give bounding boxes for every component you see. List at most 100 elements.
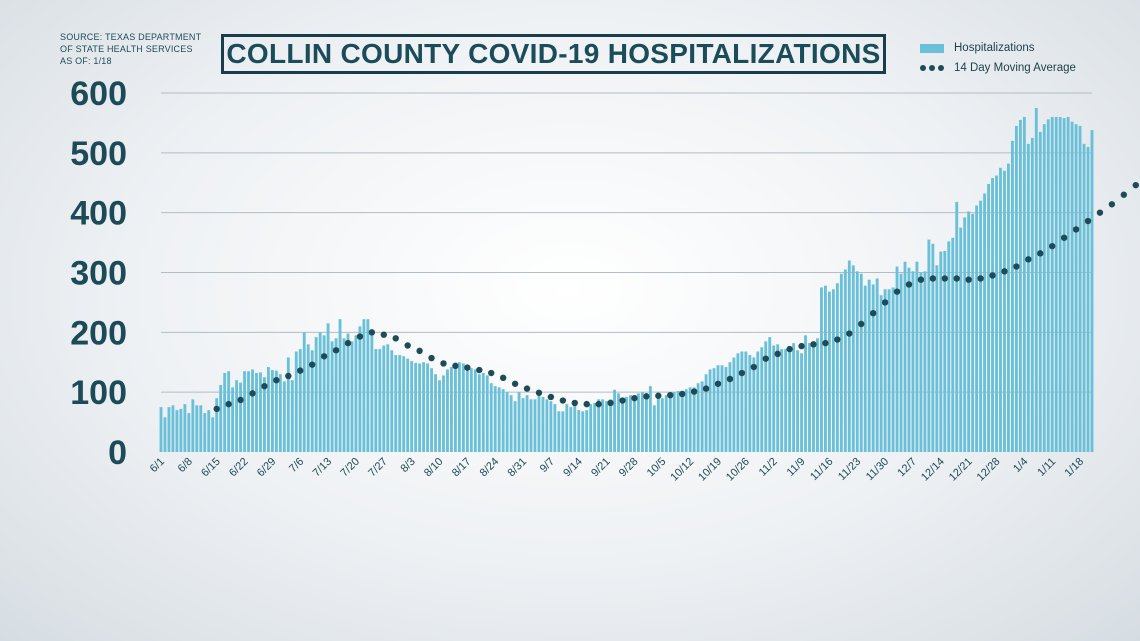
bar bbox=[294, 351, 298, 452]
bar bbox=[891, 287, 895, 452]
bar bbox=[923, 271, 927, 452]
x-tick-label: 7/27 bbox=[366, 456, 390, 480]
bar bbox=[183, 404, 187, 452]
bar bbox=[497, 387, 501, 452]
bar bbox=[473, 369, 477, 452]
bar bbox=[306, 344, 310, 452]
moving-average-point bbox=[1001, 268, 1008, 275]
x-tick-label: 10/19 bbox=[696, 456, 724, 484]
x-tick-label: 11/16 bbox=[808, 456, 835, 483]
bar bbox=[736, 353, 740, 452]
bar bbox=[621, 399, 624, 452]
bar bbox=[831, 289, 835, 452]
legend-label-moving-average: 14 Day Moving Average bbox=[954, 62, 1076, 74]
moving-average-point bbox=[249, 390, 256, 397]
bar bbox=[219, 384, 223, 452]
bar bbox=[501, 389, 505, 452]
moving-average-point bbox=[1096, 209, 1104, 216]
bar bbox=[525, 395, 529, 452]
moving-average-point bbox=[440, 360, 447, 367]
bar bbox=[609, 399, 613, 452]
x-tick-label: 6/15 bbox=[199, 456, 223, 480]
x-tick-label: 8/17 bbox=[450, 456, 474, 480]
bar bbox=[485, 375, 489, 452]
bar bbox=[911, 271, 915, 452]
moving-average-point bbox=[404, 342, 411, 349]
y-axis: 0 100 200 300 400 500 600 bbox=[70, 75, 127, 472]
bar bbox=[788, 351, 792, 452]
moving-average-point bbox=[953, 275, 960, 282]
bar bbox=[481, 373, 485, 452]
bar bbox=[792, 343, 796, 452]
bar bbox=[847, 260, 851, 452]
moving-average-point bbox=[523, 385, 531, 392]
bar bbox=[1034, 107, 1038, 452]
bar bbox=[517, 392, 521, 452]
bar bbox=[251, 369, 254, 452]
bar bbox=[259, 372, 262, 452]
moving-average-point bbox=[834, 336, 841, 343]
chart-title: COLLIN COUNTY COVID-19 HOSPITALIZATIONS bbox=[226, 38, 881, 69]
bar bbox=[1066, 116, 1070, 452]
bar bbox=[613, 389, 616, 452]
bar bbox=[334, 338, 338, 452]
moving-average-point bbox=[714, 380, 722, 387]
bar bbox=[732, 357, 736, 452]
bar bbox=[266, 367, 270, 452]
x-tick-label: 6/22 bbox=[227, 456, 251, 480]
bar bbox=[823, 285, 827, 452]
bar bbox=[382, 345, 386, 452]
x-tick-label: 10/12 bbox=[668, 456, 696, 484]
bar bbox=[764, 341, 768, 452]
bar bbox=[1026, 143, 1030, 452]
bar bbox=[163, 417, 167, 452]
x-tick-label: 9/14 bbox=[561, 456, 585, 480]
bar bbox=[919, 272, 923, 452]
bar bbox=[537, 395, 541, 452]
bar bbox=[378, 349, 382, 452]
bar bbox=[593, 402, 597, 452]
bar bbox=[1090, 130, 1094, 452]
moving-average-point bbox=[488, 369, 495, 377]
moving-average-point bbox=[655, 392, 662, 399]
bar bbox=[589, 404, 593, 452]
bar bbox=[656, 398, 660, 452]
bar bbox=[414, 362, 418, 452]
moving-average-point bbox=[595, 400, 602, 408]
y-tick-label: 200 bbox=[70, 314, 127, 352]
bar bbox=[983, 193, 987, 452]
moving-average-point bbox=[846, 330, 853, 337]
bar-swatch-icon bbox=[920, 43, 944, 53]
bar bbox=[573, 405, 577, 452]
bar bbox=[207, 410, 211, 452]
bar bbox=[772, 345, 776, 452]
bar bbox=[963, 217, 967, 452]
bar bbox=[426, 363, 430, 452]
bar bbox=[446, 369, 449, 452]
bar bbox=[453, 363, 457, 452]
bar bbox=[640, 392, 644, 452]
moving-average-point bbox=[285, 372, 292, 380]
bar bbox=[577, 410, 581, 452]
bar bbox=[625, 396, 628, 452]
bar bbox=[991, 177, 994, 453]
bar bbox=[927, 239, 931, 452]
moving-average-point bbox=[619, 397, 626, 404]
moving-average-point bbox=[1072, 226, 1080, 233]
bar bbox=[648, 386, 652, 452]
x-tick-label: 7/13 bbox=[311, 456, 335, 480]
bar bbox=[585, 410, 589, 452]
bar bbox=[601, 399, 605, 452]
bar bbox=[816, 338, 819, 452]
bar bbox=[784, 349, 788, 452]
bar bbox=[975, 205, 979, 452]
moving-average-point bbox=[535, 389, 543, 396]
moving-average-point bbox=[858, 320, 865, 328]
y-tick-label: 500 bbox=[70, 135, 127, 173]
bar bbox=[796, 350, 800, 452]
moving-average-point bbox=[869, 309, 877, 317]
x-tick-label: 7/6 bbox=[287, 456, 306, 475]
bar bbox=[493, 386, 497, 452]
moving-average-point bbox=[213, 405, 220, 413]
bar bbox=[1007, 163, 1010, 452]
